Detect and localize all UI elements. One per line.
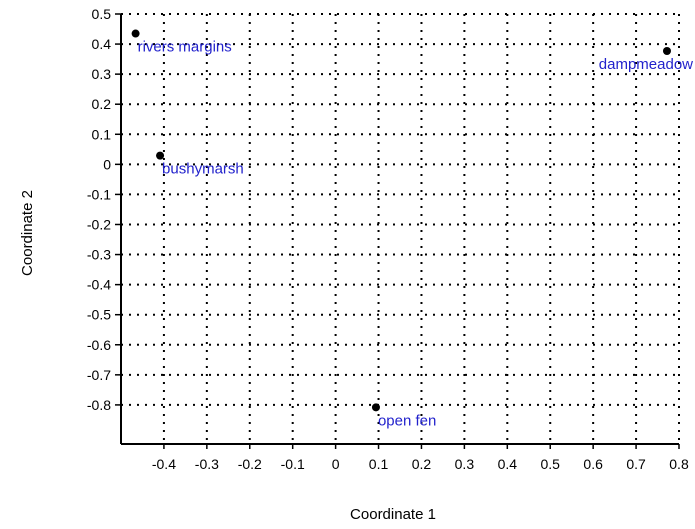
x-axis-ticks: -0.4 -0.3 -0.2 -0.1 0 0.1 0.2 0.3 0.4 0.5 0.6 0.7 0.… [152, 444, 689, 472]
x-tick-label: 0 [332, 456, 340, 472]
y-tick-label: -0.2 [87, 216, 111, 232]
y-tick-label: -0.8 [87, 397, 111, 413]
x-tick-label: 0.2 [412, 456, 432, 472]
x-tick-label: -0.3 [195, 456, 219, 472]
x-tick-label: 0.1 [369, 456, 389, 472]
data-points: rivers margins dampmeadow bushymarsh open f… [131, 29, 693, 429]
y-tick-label: -0.4 [87, 277, 111, 293]
x-tick-label: 0.7 [626, 456, 646, 472]
data-point [662, 46, 671, 55]
y-tick-label: -0.7 [87, 367, 111, 383]
y-tick-label: -0.6 [87, 337, 111, 353]
y-tick-label: 0.2 [92, 96, 112, 112]
x-tick-label: 0.8 [669, 456, 689, 472]
point-label: dampmeadow [599, 56, 693, 73]
x-tick-label: -0.1 [281, 456, 305, 472]
x-tick-label: -0.4 [152, 456, 176, 472]
point-label: rivers margins [138, 39, 232, 56]
y-axis-ticks: 0.5 0.4 0.3 0.2 0.1 0 -0.1 -0.2 -0.3 -0.4 -0.5 -0.6… [87, 6, 121, 413]
y-tick-label: 0.3 [92, 66, 112, 82]
y-tick-label: 0.1 [92, 126, 112, 142]
y-tick-label: -0.5 [87, 307, 111, 323]
data-point [156, 151, 165, 160]
x-axis-title: Coordinate 1 [350, 506, 436, 523]
axes [120, 14, 679, 445]
x-tick-label: 0.5 [540, 456, 560, 472]
data-point [131, 29, 140, 38]
y-tick-label: 0.5 [92, 6, 112, 22]
y-tick-label: 0 [103, 156, 111, 172]
y-tick-label: -0.3 [87, 247, 111, 263]
x-tick-label: 0.4 [498, 456, 518, 472]
x-tick-label: -0.2 [238, 456, 262, 472]
grid-lines [121, 13, 680, 444]
y-tick-label: -0.1 [87, 186, 111, 202]
x-tick-label: 0.3 [455, 456, 475, 472]
point-label: open fen [378, 412, 436, 429]
y-axis-title: Coordinate 2 [19, 190, 36, 276]
point-label: bushymarsh [162, 161, 244, 178]
y-tick-label: 0.4 [92, 36, 112, 52]
x-tick-label: 0.6 [583, 456, 603, 472]
data-point [371, 403, 380, 412]
